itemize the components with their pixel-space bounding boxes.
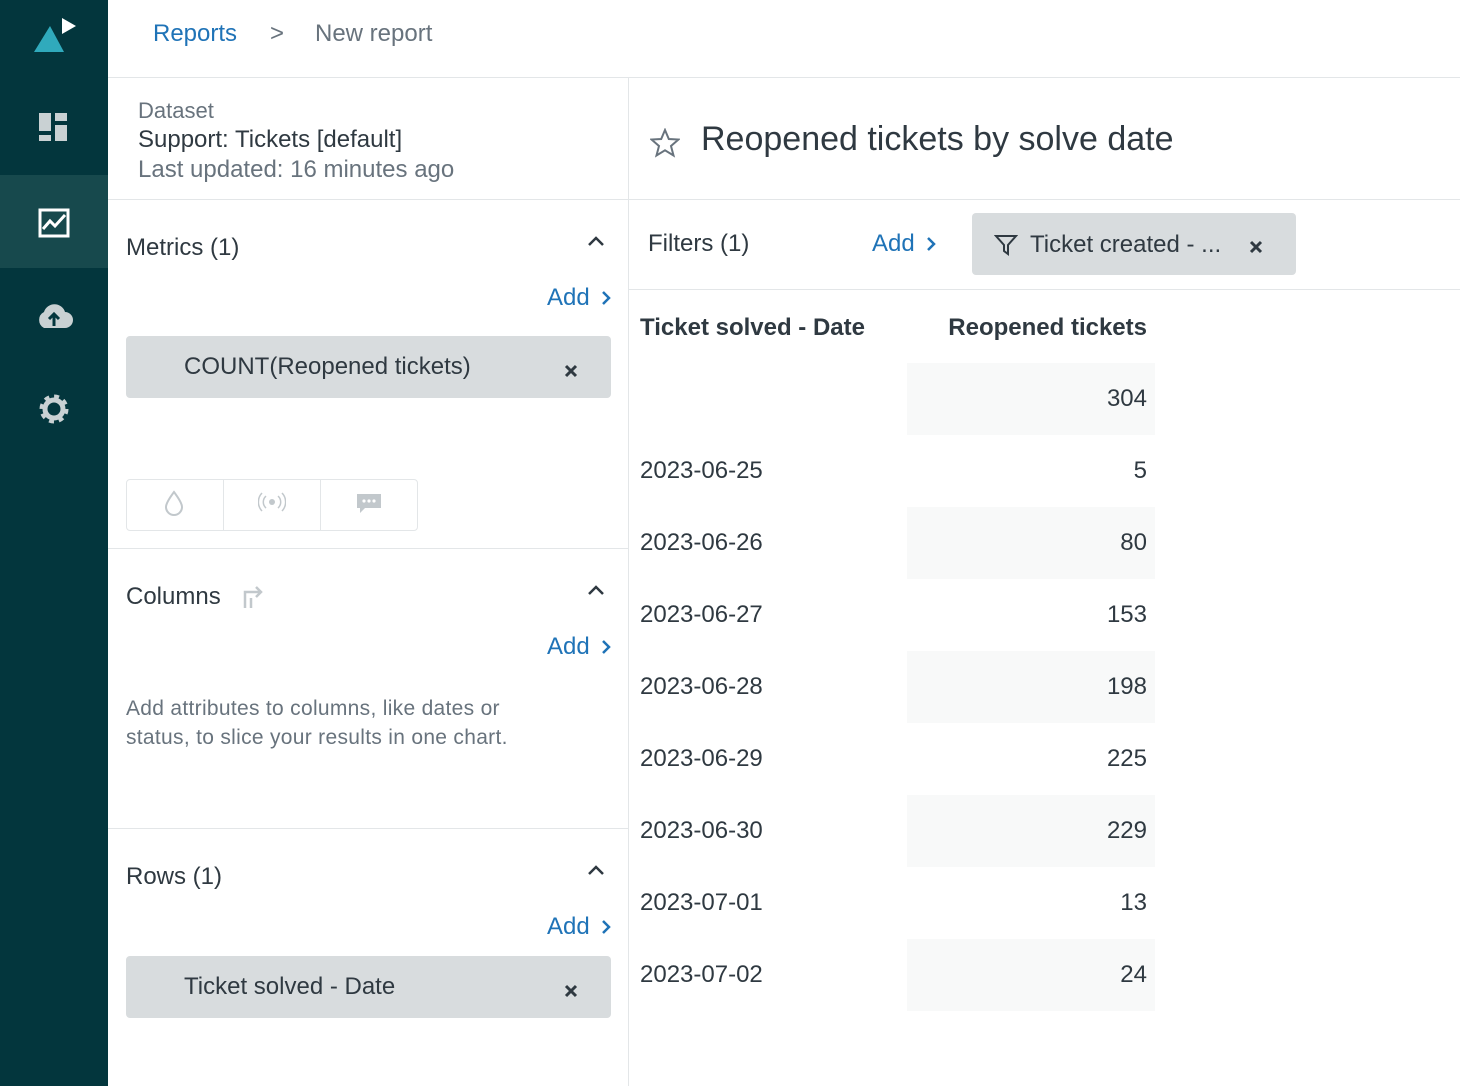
remove[interactable] (564, 364, 578, 378)
section-title: Metrics (1) (126, 234, 240, 261)
breadcrumb-link[interactable]: Reports (153, 20, 238, 47)
nav-upload[interactable] (34, 300, 74, 332)
metric-pill[interactable] (126, 336, 611, 398)
value-cell: 225 (1106, 745, 1147, 772)
value-cell: 198 (1106, 673, 1147, 700)
sidebar (0, 0, 108, 1086)
remove[interactable] (564, 984, 578, 998)
filter-pill[interactable] (972, 213, 1296, 275)
filter-label: Ticket created - ... (1030, 231, 1222, 258)
nav-reports[interactable] (38, 207, 70, 239)
sidebar-active (0, 175, 108, 268)
add-link[interactable]: Add (872, 230, 915, 257)
row-band (907, 507, 1155, 579)
swap-icon (243, 586, 263, 608)
row-band (907, 939, 1155, 1011)
row-band (907, 363, 1155, 435)
divider (108, 828, 628, 829)
collapse[interactable] (586, 863, 606, 877)
metric-label: COUNT(Reopened tickets) (184, 353, 471, 380)
row-band (907, 795, 1155, 867)
chevron (602, 920, 611, 934)
chevron (927, 237, 936, 251)
logo (34, 18, 76, 52)
date-cell: 2023-06-29 (640, 745, 763, 772)
row-band (907, 651, 1155, 723)
nav-settings[interactable] (38, 393, 70, 425)
icon-tab[interactable] (320, 479, 418, 531)
breadcrumb-separator: > (270, 20, 285, 47)
row-pill[interactable] (126, 956, 611, 1018)
dataset-label: Dataset (138, 98, 214, 123)
date-cell: 2023-07-02 (640, 961, 763, 988)
value-cell: 229 (1106, 817, 1147, 844)
section-title: Columns (126, 583, 221, 610)
divider (629, 289, 1460, 290)
icon-comment (357, 494, 381, 513)
filter-icon (994, 235, 1018, 256)
date-cell: 2023-06-27 (640, 601, 763, 628)
value-cell: 80 (1120, 529, 1147, 556)
collapse[interactable] (586, 234, 606, 248)
dataset-name: Support: Tickets [default] (138, 126, 403, 153)
divider (108, 199, 1460, 200)
value-cell: 24 (1120, 961, 1147, 988)
date-cell: 2023-06-30 (640, 817, 763, 844)
filters-title: Filters (1) (648, 230, 750, 257)
star[interactable] (650, 128, 680, 158)
date-cell: 2023-07-01 (640, 889, 763, 916)
date-cell: 2023-06-28 (640, 673, 763, 700)
total-value: 304 (1106, 385, 1147, 412)
nav-dashboard[interactable] (38, 112, 70, 144)
breadcrumb-current: New report (315, 20, 433, 47)
section-title: Rows (1) (126, 863, 223, 890)
column-header: Reopened tickets (948, 314, 1147, 341)
column-header: Ticket solved - Date (640, 314, 865, 341)
add-link[interactable]: Add (547, 633, 590, 660)
chevron (602, 291, 611, 305)
divider (108, 548, 628, 549)
value-cell: 13 (1120, 889, 1147, 916)
icon-drop (164, 490, 184, 516)
date-cell: 2023-06-26 (640, 529, 763, 556)
value-cell: 5 (1133, 457, 1147, 484)
divider (628, 78, 629, 1086)
add-link[interactable]: Add (547, 284, 590, 311)
chevron (602, 640, 611, 654)
date-cell: 2023-06-25 (640, 457, 763, 484)
divider (108, 77, 1460, 78)
add-link[interactable]: Add (547, 913, 590, 940)
icon-signal (258, 492, 286, 512)
dataset-updated: Last updated: 16 minutes ago (138, 156, 455, 183)
row-label: Ticket solved - Date (184, 973, 396, 1000)
remove[interactable] (1249, 240, 1263, 254)
collapse[interactable] (586, 583, 606, 597)
value-cell: 153 (1106, 601, 1147, 628)
columns-hint: Add attributes to columns, like dates or… (126, 697, 508, 749)
report-title: Reopened tickets by solve date (701, 120, 1174, 158)
